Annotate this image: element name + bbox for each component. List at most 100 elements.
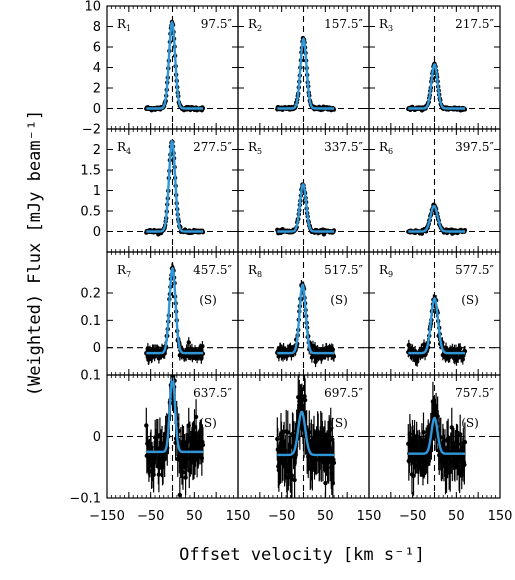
x-tick-label: 150 [488,509,513,524]
data-point [421,430,426,435]
data-points [144,375,206,498]
panel-offset-label: 337.5″ [324,140,363,154]
x-tick-label: 50 [448,509,465,524]
y-axis-title: (Weighted) Flux [mJy beam⁻¹] [25,110,45,397]
panel-content [369,129,500,252]
y-tick-label: 6 [93,41,101,56]
panel-content [107,375,238,498]
model-curve [146,139,204,233]
y-tick-label: −0.1 [69,492,101,507]
panel-region-label: R6 [379,140,393,156]
y-tick-label: 2 [93,82,101,97]
panel-flag-label: (S) [461,416,479,430]
panel-flag-label: (S) [330,293,348,307]
panel-content [107,129,238,252]
panel-5: R5 337.5″ [237,128,370,253]
data-point [331,354,337,359]
panel-region-subscript: 6 [388,147,393,156]
y-tick-label: 0 [93,341,101,356]
panel-region-label: R3 [379,17,393,33]
model-curve [408,63,466,110]
y-tick-label: 0 [93,430,101,445]
panel-ticks [237,5,370,130]
y-tick-label: 1.5 [80,164,101,179]
y-tick-label: 0.5 [80,205,101,220]
panel-region-subscript: 7 [126,270,131,279]
panel-offset-label: 217.5″ [455,17,494,31]
x-tick-label: 50 [317,509,334,524]
data-point [289,473,295,478]
x-tick-label: 150 [226,509,251,524]
data-point [443,345,449,351]
data-point [193,414,199,420]
panel-flag-label: (S) [330,416,348,430]
panel-region-subscript: 3 [388,24,393,33]
panel-ticks [368,5,501,130]
model-curve [146,266,204,355]
panel-ticks [106,129,239,252]
panel-12: −50 50 150 757.5″ (S) [368,374,513,524]
data-point [186,340,191,345]
data-point [462,439,468,445]
data-point [302,397,308,403]
y-tick-label: 8 [93,20,101,35]
panel-content [107,252,238,375]
y-tick-label: 2 [93,143,101,158]
panel-region-label: R4 [117,140,131,156]
model-curve [277,182,335,233]
panel-flag-label: (S) [199,416,217,430]
data-point [457,432,463,437]
panel-content [107,6,238,129]
panel-region-subscript: 5 [257,147,262,156]
y-tick-label: 10 [84,0,101,15]
panel-region-subscript: 8 [257,270,262,279]
panel-8: R8 517.5″ (S) [237,251,370,376]
panel-ticks [368,252,501,375]
panel-region-subscript: 2 [257,24,262,33]
model-curve [277,410,335,457]
panel-ticks [368,374,501,499]
panel-offset-label: 397.5″ [455,140,494,154]
y-tick-label: −2 [82,123,101,138]
panel-ticks [106,374,239,499]
y-tick-label: 0 [93,225,101,240]
panel-2: R2 157.5″ [237,5,370,130]
x-tick-label: 150 [357,509,382,524]
panel-region-subscript: 1 [126,24,131,33]
model-curve [146,20,204,110]
y-tick-label: 0 [93,102,101,117]
panel-offset-label: 637.5″ [193,386,232,400]
panel-region-label: R2 [248,17,262,33]
y-tick-label: 1 [93,184,101,199]
x-axis-title: Offset velocity [km s⁻¹] [179,545,425,565]
panel-content [238,129,369,252]
panel-6: R6 397.5″ [368,128,501,253]
panel-region-label: R8 [248,263,262,279]
panel-offset-label: 697.5″ [324,386,363,400]
model-curve [146,376,204,454]
data-point [285,430,290,435]
panel-content [238,252,369,375]
panel-region-subscript: 9 [388,270,393,279]
panel-content [369,252,500,375]
panel-offset-label: 277.5″ [193,140,232,154]
data-point [200,344,205,349]
panel-flag-label: (S) [461,293,479,307]
model-curve [277,37,335,110]
y-tick-label: 0.2 [80,287,101,302]
panel-1: 10 8 6 4 2 0 −2 R1 97.5″ [82,0,239,138]
panel-region-label: R5 [248,140,262,156]
x-tick-label: −50 [268,509,295,524]
y-tick-label: 4 [93,61,101,76]
panel-ticks [237,374,370,499]
model-curve [408,204,466,233]
panel-region-subscript: 4 [126,147,131,156]
panel-offset-label: 577.5″ [455,263,494,277]
panel-11: −50 50 150 697.5″ (S) [237,374,382,524]
panel-7: 0.2 0.1 0 R7 457.5″ (S) [80,251,239,376]
panel-content [369,375,500,498]
data-point [200,442,206,448]
model-curve [277,283,335,355]
panel-10: 0.1 0 −0.1 −150 −50 50 150 637.5″ (S) [69,369,251,525]
